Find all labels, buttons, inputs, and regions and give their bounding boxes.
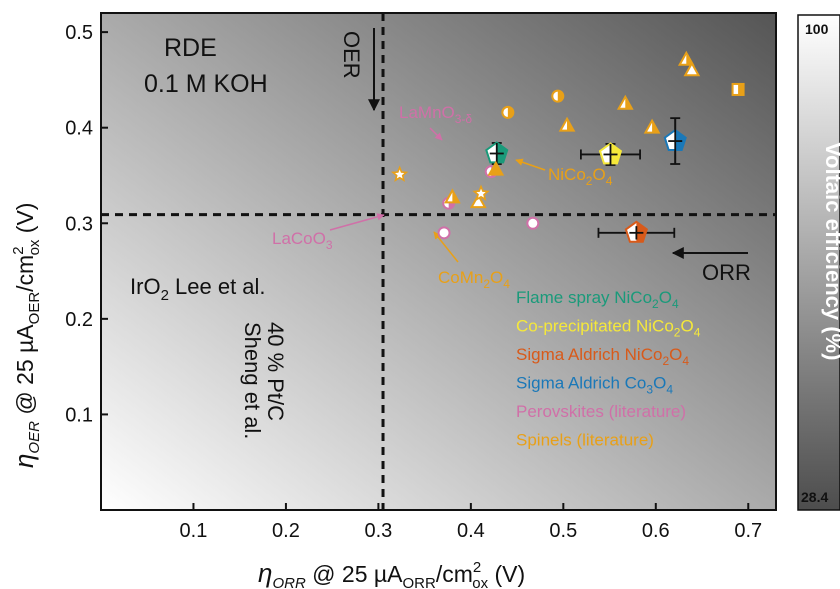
colorbar <box>797 14 840 511</box>
y-tick-label: 0.2 <box>65 309 93 331</box>
nico2o4-label: NiCo2O4 <box>548 165 613 188</box>
x-tick-label: 0.6 <box>642 520 670 542</box>
legend-entry: Spinels (literature) <box>516 431 654 450</box>
data-point-triangle <box>444 188 461 204</box>
data-point-circle <box>551 89 565 103</box>
lacoo3-arrow <box>329 213 385 231</box>
colorbar-title: Voltaic efficiency (%) <box>821 142 840 360</box>
legend-entry: Co-precipitated NiCo2O4 <box>516 317 701 340</box>
legend-entry: Sigma Aldrich Co3O4 <box>516 374 673 397</box>
ptc-reference-label-line1: 40 % Pt/C <box>263 322 288 421</box>
lamno3-label: LaMnO3-δ <box>399 103 472 126</box>
y-tick-label: 0.3 <box>65 213 93 235</box>
y-axis-title: ηOER @ 25 µAOER/cm2ox (V) <box>9 203 43 468</box>
colorbar-max-label: 100 <box>805 21 829 37</box>
x-tick-label: 0.5 <box>549 520 577 542</box>
axis-tick-labels: 0.1 0.2 0.3 0.4 0.5 0.6 0.7 0.1 0.2 0.3 0.4 0.5 <box>65 22 762 542</box>
ptc-reference-label-line2: Sheng et al. <box>240 322 265 439</box>
data-point-triangle <box>683 61 701 77</box>
colorbar-min-label: 28.4 <box>801 489 828 505</box>
y-tick-label: 0.1 <box>65 404 93 426</box>
lacoo3-label: LaCoO3 <box>272 229 333 252</box>
lamno3-arrow <box>429 127 443 141</box>
comn2o4-arrow <box>433 231 459 263</box>
legend-entry: Sigma Aldrich NiCo2O4 <box>516 345 689 368</box>
data-point-triangle <box>487 160 505 176</box>
axis-ticks <box>101 31 750 510</box>
plot-frame <box>100 12 777 511</box>
data-point-circle <box>526 216 540 230</box>
data-markers <box>390 50 745 243</box>
conditions-label-rde: RDE <box>164 34 217 62</box>
plot-area <box>101 13 776 510</box>
data-point-square <box>731 82 745 96</box>
x-tick-label: 0.4 <box>457 520 485 542</box>
y-tick-label: 0.4 <box>65 118 93 140</box>
y-tick-label: 0.5 <box>65 22 93 44</box>
oer-arrow-label: OER <box>339 31 364 79</box>
comn2o4-label: CoMn2O4 <box>438 268 510 291</box>
nico2o4-arrow <box>515 158 546 171</box>
legend-entry: Flame spray NiCo2O4 <box>516 288 679 311</box>
data-point-triangle <box>558 116 576 132</box>
x-tick-label: 0.3 <box>364 520 392 542</box>
x-axis-title: ηORR @ 25 µAORR/cm2 ox (V) <box>258 558 525 589</box>
data-point-triangle <box>677 50 695 66</box>
data-point-triangle <box>643 118 661 134</box>
x-tick-label: 0.1 <box>180 520 208 542</box>
data-point-circle <box>501 105 515 119</box>
x-tick-label: 0.2 <box>272 520 300 542</box>
iro2-reference-label: IrO2 Lee et al. <box>130 274 266 304</box>
x-tick-label: 0.7 <box>734 520 762 542</box>
data-point-star <box>390 165 409 182</box>
orr-arrow-label: ORR <box>702 260 751 285</box>
data-point-circle <box>437 226 451 240</box>
legend: Flame spray NiCo2O4 Co-precipitated NiCo2… <box>516 288 701 450</box>
data-point-triangle <box>616 94 634 110</box>
legend-entry: Perovskites (literature) <box>516 402 686 421</box>
data-point-star <box>472 184 490 201</box>
conditions-label-electrolyte: 0.1 M KOH <box>144 70 268 98</box>
data-point-triangle <box>469 193 487 209</box>
